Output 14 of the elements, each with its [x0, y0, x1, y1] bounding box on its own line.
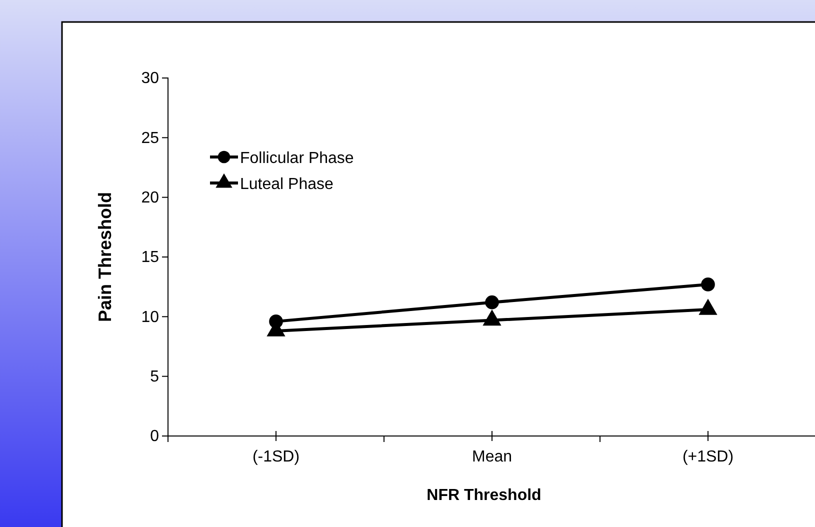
y-tick-label: 10: [141, 308, 160, 326]
y-tick-label: 0: [150, 428, 160, 446]
x-tick-label: (+1SD): [682, 448, 734, 466]
x-axis-title: NFR Threshold: [426, 487, 542, 504]
y-tick-label: 5: [150, 368, 160, 386]
y-tick-label: 15: [141, 249, 160, 266]
x-tick-label: Mean: [472, 448, 512, 466]
legend-label: Luteal Phase: [240, 176, 334, 193]
y-tick-label: 25: [141, 130, 160, 147]
y-tick-label: 20: [141, 189, 160, 206]
legend-label: Follicular Phase: [240, 150, 354, 167]
y-tick-label: 30: [141, 70, 160, 88]
y-axis-title: Pain Threshold: [95, 192, 115, 322]
x-tick-label: (-1SD): [252, 448, 300, 466]
